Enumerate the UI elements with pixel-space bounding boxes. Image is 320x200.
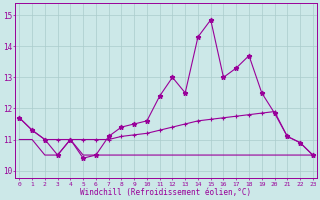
X-axis label: Windchill (Refroidissement éolien,°C): Windchill (Refroidissement éolien,°C) xyxy=(81,188,252,197)
